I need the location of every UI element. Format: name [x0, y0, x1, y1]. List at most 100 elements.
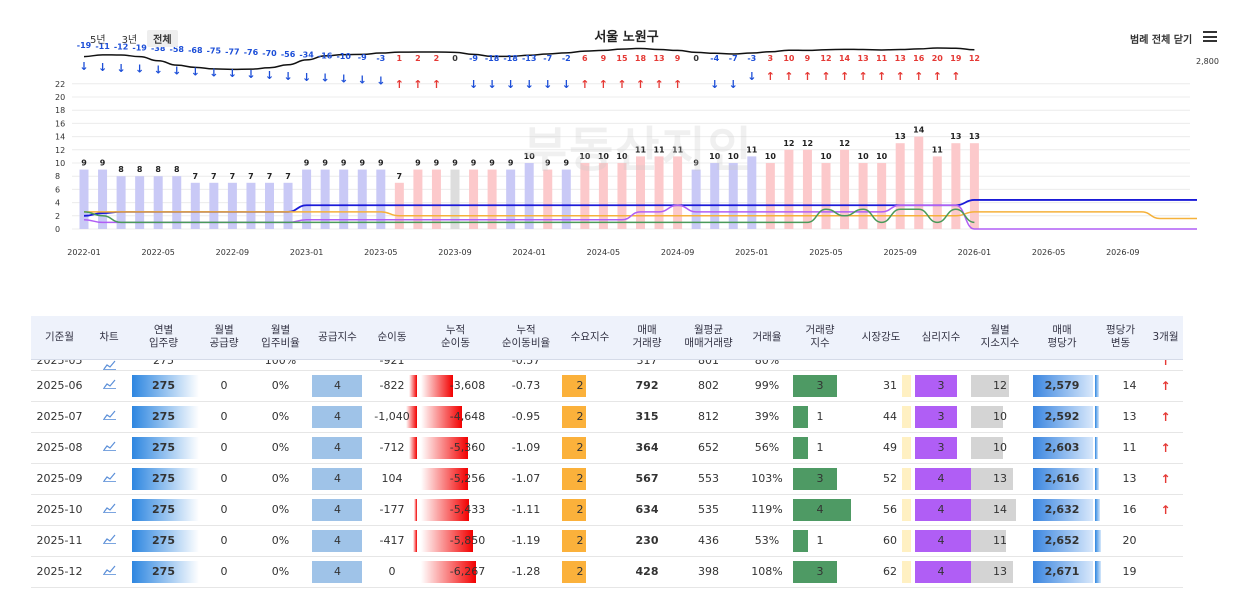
price-change-label: -34 — [299, 51, 314, 60]
line-chart-icon[interactable] — [102, 379, 116, 389]
cell-bar — [562, 405, 586, 428]
column-header[interactable]: 시장강도 — [849, 316, 913, 360]
column-header[interactable]: 월별 입주비율 — [251, 316, 310, 360]
x-tick-label: 2022-09 — [216, 248, 249, 257]
cell-chart[interactable] — [88, 556, 130, 588]
column-header[interactable]: 누적 순이동 — [419, 316, 492, 360]
table-row[interactable]: 2025-12 275 0 0% 4 0 -6,267 -1.28 2 428 398 108% 3 62… — [31, 556, 1183, 588]
column-header[interactable]: 수요지수 — [560, 316, 620, 360]
cell-bar — [421, 467, 468, 490]
demand-bar — [598, 163, 608, 229]
table-row[interactable]: 2025-09 275 0 0% 4 104 -5,256 -1.07 2 567 553 103% 3… — [31, 463, 1183, 495]
cell-value: 2 — [576, 503, 584, 516]
line-chart-icon[interactable] — [102, 472, 116, 482]
cell-monthly-ratio: 0% — [251, 556, 310, 588]
column-header[interactable]: 매매 거래량 — [620, 316, 674, 360]
line-chart-icon[interactable] — [102, 360, 116, 370]
cell-chart[interactable] — [88, 494, 130, 526]
column-header[interactable]: 월별 공급량 — [197, 316, 251, 360]
cell-value: 108% — [751, 565, 783, 578]
demand-bar — [487, 169, 497, 229]
demand-bar — [877, 163, 887, 229]
line-chart-icon[interactable] — [102, 441, 116, 451]
cell-cum-ratio: -0.95 — [492, 401, 560, 433]
table-row[interactable]: 2025-06 275 0 0% 4 -822 -3,608 -0.73 2 792 802 99% 3… — [31, 370, 1183, 402]
column-header[interactable]: 거래량 지수 — [791, 316, 849, 360]
y-tick-label: 0 — [55, 225, 60, 234]
cell-chart[interactable] — [88, 401, 130, 433]
cell-bar — [1033, 405, 1093, 428]
tab-3y[interactable]: 3년 — [121, 35, 138, 46]
cell-trade-vol-index: 4 — [791, 494, 851, 526]
table-row[interactable]: 2025-08 275 0 0% 4 -712 -5,360 -1.09 2 364 652 56% 1… — [31, 432, 1183, 464]
price-change-label: 2 — [434, 54, 440, 63]
price-change-label: -19 — [77, 41, 92, 50]
demand-bar — [821, 163, 831, 229]
hamburger-menu-icon[interactable] — [1203, 31, 1217, 42]
bar-value-label: 10 — [524, 152, 536, 161]
cell-value: 4 — [334, 379, 341, 392]
column-header[interactable]: 누적 순이동비율 — [492, 316, 560, 360]
cell-bar — [562, 436, 586, 459]
price-change-label: -11 — [95, 42, 110, 51]
cell-monthly-supply: 0 — [197, 370, 251, 402]
demand-bar — [543, 169, 553, 229]
cell-value: 567 — [635, 472, 659, 485]
cell-month: 2025-09 — [31, 463, 88, 495]
cell-value: 2,652 — [1044, 534, 1080, 547]
cell-demand-index: 2 — [560, 432, 620, 464]
tab-all[interactable]: 전체 — [147, 30, 178, 47]
demand-bar — [265, 182, 274, 229]
cell-price: 2,632 — [1031, 494, 1094, 526]
legend-close-button[interactable]: 범례 전체 닫기 — [1130, 35, 1193, 46]
column-header[interactable]: 평당가 변동 — [1093, 316, 1148, 360]
cell-value: 792 — [635, 379, 659, 392]
up-arrow-icon: ↑ — [877, 70, 886, 83]
price-change-label: -3 — [376, 54, 385, 63]
cell-value: 2 — [576, 410, 584, 423]
column-header[interactable]: 거래율 — [743, 316, 791, 360]
cell-value: 10 — [993, 410, 1007, 423]
line-chart-icon[interactable] — [102, 503, 116, 513]
table-row[interactable]: 2025-07 275 0 0% 4 -1,040 -4,648 -0.95 2 315 812 39… — [31, 401, 1183, 433]
cell-supply-index: 4 — [310, 556, 365, 588]
column-header[interactable]: 연별 입주량 — [130, 316, 197, 360]
cell-chart[interactable] — [88, 525, 130, 557]
tab-5y[interactable]: 5년 — [90, 35, 106, 46]
bar-value-label: 12 — [783, 139, 794, 148]
cell-three-month: ↑ — [1148, 463, 1183, 495]
line-chart-icon[interactable] — [102, 565, 116, 575]
cell-value: 2 — [576, 472, 584, 485]
column-header[interactable]: 순이동 — [365, 316, 419, 360]
cell-trade-rate: 108% — [743, 556, 791, 588]
column-header[interactable]: 3개월 — [1148, 316, 1183, 360]
price-change-label: -18 — [485, 54, 500, 63]
cell-value: 2025-10 — [36, 503, 83, 516]
column-header[interactable]: 기준월 — [31, 316, 88, 360]
down-arrow-icon: ↓ — [191, 65, 200, 78]
cell-value: 275 — [153, 359, 174, 367]
cell-value: 2,603 — [1044, 441, 1080, 454]
line-chart-icon[interactable] — [102, 534, 116, 544]
column-header[interactable]: 월별 지소지수 — [969, 316, 1031, 360]
cell-price-change: 11 — [1093, 432, 1148, 464]
column-header[interactable]: 차트 — [88, 316, 130, 360]
column-header[interactable]: 매매 평당가 — [1031, 316, 1093, 360]
cell-value: 2,671 — [1044, 565, 1080, 578]
cell-chart[interactable] — [88, 432, 130, 464]
column-header[interactable]: 심리지수 — [913, 316, 969, 360]
cell-cum-ratio: -1.11 — [492, 494, 560, 526]
column-header[interactable]: 공급지수 — [310, 316, 365, 360]
cell-chart[interactable] — [88, 370, 130, 402]
cell-chart[interactable] — [88, 463, 130, 495]
demand-bar — [673, 156, 683, 229]
price-change-label: 13 — [858, 54, 869, 63]
line-chart-icon[interactable] — [102, 410, 116, 420]
table-row[interactable]: 2025-10 275 0 0% 4 -177 -5,433 -1.11 2 634 535 119%… — [31, 494, 1183, 526]
table-row[interactable]: 2025-11 275 0 0% 4 -417 -5,850 -1.19 2 230 436 53% 1… — [31, 525, 1183, 557]
cell-bar — [1095, 436, 1099, 459]
cell-bar — [1095, 467, 1099, 490]
cell-annual-supply: 275 — [130, 370, 199, 402]
column-header[interactable]: 월평균 매매거래량 — [674, 316, 743, 360]
cell-value: 13 — [993, 472, 1007, 485]
